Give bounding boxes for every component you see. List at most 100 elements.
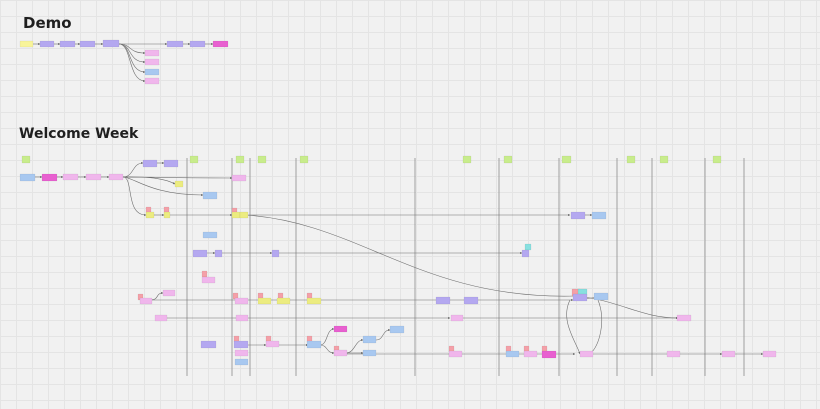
- demo-branch-2[interactable]: [144, 58, 160, 66]
- ww-red-tag-4[interactable]: [201, 270, 208, 278]
- ww-step-2[interactable]: [62, 173, 79, 181]
- ww-purple-10[interactable]: [233, 340, 249, 349]
- demo-branch-4[interactable]: [144, 77, 160, 85]
- ww-pink-card-13[interactable]: [523, 350, 538, 358]
- ww-pink-card-4[interactable]: [234, 297, 249, 305]
- ww-step-1[interactable]: [41, 173, 58, 182]
- demo-board-title: Demo: [23, 14, 72, 32]
- ww-blue-far[interactable]: [591, 211, 607, 220]
- ww-blue-card-4[interactable]: [234, 358, 249, 366]
- connector-33: [574, 295, 679, 320]
- ww-blue-card-3[interactable]: [593, 292, 609, 301]
- demo-branch-1[interactable]: [144, 49, 160, 57]
- ww-pink-card-11[interactable]: [333, 349, 348, 357]
- ww-pink-card-15[interactable]: [666, 350, 681, 358]
- demo-step-3[interactable]: [79, 40, 96, 48]
- connector-42: [375, 328, 391, 341]
- demo-start-note[interactable]: [19, 40, 34, 48]
- demo-step-2[interactable]: [59, 40, 76, 48]
- ww-purple-far[interactable]: [570, 211, 586, 220]
- ww-pink-card-3[interactable]: [162, 289, 176, 297]
- demo-step-4[interactable]: [102, 39, 120, 48]
- ww-olive-5[interactable]: [257, 297, 272, 305]
- ww-pink-card-12[interactable]: [448, 350, 463, 358]
- day-tag-9[interactable]: [626, 155, 636, 164]
- ww-blue-card-5[interactable]: [306, 340, 322, 349]
- ww-magenta-2[interactable]: [541, 350, 557, 359]
- ww-blue-card-2[interactable]: [202, 231, 218, 239]
- connector-40: [345, 338, 364, 354]
- day-tag-2[interactable]: [189, 155, 199, 164]
- connector-26: [244, 214, 576, 298]
- ww-olive-7[interactable]: [306, 297, 322, 305]
- ww-purple-7[interactable]: [463, 296, 479, 305]
- demo-step-1[interactable]: [39, 40, 55, 48]
- ww-teal-1[interactable]: [524, 243, 532, 251]
- day-tag-6[interactable]: [462, 155, 472, 164]
- ww-blue-card-9[interactable]: [505, 350, 520, 358]
- nodes[interactable]: [19, 39, 777, 366]
- connector-39: [319, 344, 335, 355]
- ww-olive-6[interactable]: [276, 297, 291, 305]
- day-dividers: [186, 158, 745, 376]
- ww-branch-b[interactable]: [163, 159, 179, 168]
- connector-38: [319, 327, 335, 346]
- ww-yellow-note[interactable]: [174, 180, 184, 188]
- day-tag-7[interactable]: [503, 155, 513, 164]
- ww-pink-card-6[interactable]: [235, 314, 249, 322]
- welcome-week-board-title: Welcome Week: [19, 126, 139, 142]
- ww-olive-3[interactable]: [231, 211, 241, 219]
- ww-blue-card-1[interactable]: [202, 191, 218, 200]
- ww-pink-card-17[interactable]: [762, 350, 777, 358]
- day-tag-5[interactable]: [299, 155, 309, 164]
- ww-purple-2[interactable]: [192, 249, 208, 258]
- ww-purple-3[interactable]: [214, 249, 223, 258]
- connector-47: [566, 299, 581, 355]
- connector-16: [122, 161, 144, 178]
- ww-pink-card-14[interactable]: [579, 350, 594, 358]
- ww-pink-card-8[interactable]: [676, 314, 692, 322]
- day-tag-8[interactable]: [561, 155, 572, 164]
- ww-pink-card-9[interactable]: [234, 349, 249, 357]
- ww-magenta-1[interactable]: [333, 325, 348, 333]
- ww-olive-1[interactable]: [145, 211, 155, 219]
- ww-step-4[interactable]: [108, 173, 124, 181]
- connectors: [33, 42, 764, 356]
- ww-day3-card[interactable]: [231, 174, 247, 182]
- connector-17: [122, 176, 176, 185]
- day-tag-1[interactable]: [21, 155, 31, 164]
- demo-end-note[interactable]: [212, 40, 229, 48]
- connector-20: [122, 176, 147, 217]
- demo-step-5[interactable]: [166, 40, 184, 48]
- ww-blue-card-7[interactable]: [362, 349, 377, 357]
- ww-purple-6[interactable]: [435, 296, 451, 305]
- connector-48: [589, 299, 602, 355]
- demo-step-6[interactable]: [189, 40, 206, 48]
- ww-purple-9[interactable]: [200, 340, 217, 349]
- ww-step-3[interactable]: [85, 173, 102, 181]
- ww-olive-4[interactable]: [239, 211, 249, 219]
- ww-blue-card-6[interactable]: [362, 335, 377, 344]
- ww-purple-4[interactable]: [271, 249, 280, 258]
- ww-start-card[interactable]: [19, 173, 36, 182]
- day-tag-3[interactable]: [235, 155, 245, 164]
- ww-pink-card-10[interactable]: [265, 340, 280, 348]
- day-tag-4[interactable]: [257, 155, 267, 164]
- ww-olive-2[interactable]: [163, 211, 171, 219]
- ww-pink-card-2[interactable]: [139, 297, 153, 305]
- connector-8: [118, 43, 146, 83]
- ww-pink-card-16[interactable]: [721, 350, 736, 358]
- demo-branch-3[interactable]: [144, 68, 160, 76]
- ww-pink-card-5[interactable]: [154, 314, 168, 322]
- connector-18: [122, 176, 204, 197]
- ww-pink-card-1[interactable]: [201, 276, 216, 284]
- ww-pink-card-7[interactable]: [450, 314, 464, 322]
- connector-19: [122, 176, 233, 180]
- ww-blue-card-8[interactable]: [389, 325, 405, 334]
- ww-purple-5[interactable]: [521, 249, 530, 258]
- day-tag-10[interactable]: [659, 155, 669, 164]
- ww-branch-a[interactable]: [142, 159, 158, 168]
- day-tag-11[interactable]: [712, 155, 722, 164]
- ww-purple-8[interactable]: [572, 293, 588, 302]
